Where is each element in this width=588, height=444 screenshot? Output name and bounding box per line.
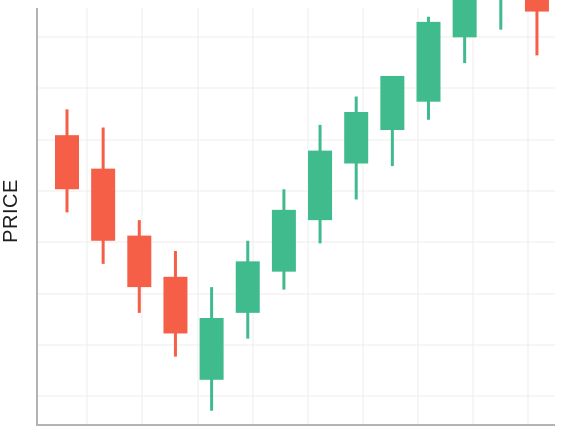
candle-body [199, 318, 224, 380]
candle-body [127, 235, 152, 288]
candle-body [524, 0, 549, 12]
candle-body [91, 168, 116, 241]
candle-body [235, 261, 260, 313]
candle-1 [55, 109, 79, 213]
candle-8 [308, 124, 333, 244]
candle-6 [235, 240, 260, 339]
grid-lines [37, 8, 555, 425]
candle-7 [271, 189, 296, 290]
candle-5 [199, 287, 224, 411]
candle-13 [499, 0, 503, 30]
candle-10 [380, 75, 405, 167]
candle-body [55, 135, 79, 190]
y-axis-label: PRICE [0, 179, 22, 243]
candle-3 [127, 220, 152, 313]
candle-body [416, 21, 441, 102]
candle-4 [163, 251, 188, 357]
axes [36, 8, 555, 426]
candle-body [380, 75, 405, 131]
candle-2 [91, 127, 116, 264]
candle-body [344, 112, 369, 164]
candle-11 [416, 16, 441, 120]
candle-14 [524, 0, 549, 56]
candles [55, 0, 549, 411]
candle-body [452, 0, 477, 38]
candle-body [308, 150, 333, 221]
candle-body [163, 276, 188, 334]
candle-body [271, 209, 296, 272]
candle-12 [452, 0, 477, 64]
candle-9 [344, 96, 369, 200]
